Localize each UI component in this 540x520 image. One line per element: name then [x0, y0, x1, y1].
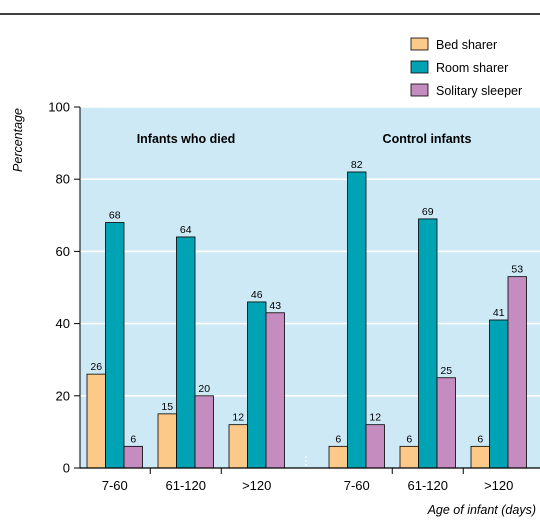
data-label: 6: [477, 433, 483, 445]
bar: [347, 171, 367, 469]
data-label: 6: [335, 433, 341, 445]
data-label: 69: [422, 206, 434, 218]
data-label: 25: [440, 365, 452, 377]
bar: [176, 236, 196, 469]
x-tick-label: >120: [242, 478, 271, 493]
x-tick-label: 7-60: [344, 478, 370, 493]
data-label: 46: [251, 289, 263, 301]
data-label: 64: [180, 224, 192, 236]
bar: [328, 445, 348, 469]
bar: [194, 395, 214, 469]
x-tick-label: >120: [484, 478, 513, 493]
legend-swatch: [410, 37, 429, 51]
y-tick-label: 20: [56, 388, 70, 403]
panel-title: Control infants: [383, 132, 472, 146]
panel-titles: Infants who died Control infants: [137, 132, 472, 146]
legend-label: Solitary sleeper: [436, 84, 522, 98]
legend-label: Room sharer: [436, 61, 508, 75]
bar: [228, 424, 248, 469]
data-label: 68: [109, 210, 121, 222]
axis-ticks: [74, 106, 464, 474]
y-tick-label: 40: [56, 316, 70, 331]
bar: [86, 373, 106, 469]
bar: [105, 222, 125, 469]
data-label: 82: [351, 159, 363, 171]
bar: [123, 445, 143, 469]
y-tick-label: 80: [56, 172, 70, 187]
legend-swatch: [410, 83, 429, 97]
legend-label: Bed sharer: [436, 38, 497, 52]
gridlines: [80, 106, 540, 397]
y-tick-label: 60: [56, 244, 70, 259]
legend-swatch: [410, 60, 429, 74]
bar: [365, 424, 385, 469]
data-label: 53: [511, 264, 523, 276]
y-tick-label: 0: [63, 461, 70, 476]
bars: [86, 171, 527, 469]
bar: [265, 312, 285, 469]
bar: [247, 301, 267, 469]
x-tick-label: 61-120: [408, 478, 448, 493]
data-label: 12: [369, 412, 381, 424]
bar: [507, 276, 527, 469]
x-axis-title: Age of infant (days): [427, 503, 536, 517]
data-label: 15: [161, 401, 173, 413]
bar: [418, 218, 438, 469]
data-label: 20: [198, 383, 210, 395]
x-tick-labels: 7-60 61-120 >120 7-60 61-120 >120: [102, 478, 514, 493]
data-label: 26: [90, 361, 102, 373]
y-tick-label: 100: [48, 100, 70, 115]
data-label: 6: [130, 433, 136, 445]
plot-background: [80, 107, 540, 468]
bar: [399, 445, 419, 469]
bar: [489, 319, 509, 469]
x-tick-label: 61-120: [166, 478, 206, 493]
panel-title: Infants who died: [137, 132, 236, 146]
x-tick-label: 7-60: [102, 478, 128, 493]
value-labels: 26 68 6 15 64 20 12 46 43 6 82 12 6 69 25 6 41 53: [90, 159, 523, 445]
bar: [157, 413, 177, 469]
data-label: 43: [269, 300, 281, 312]
bar: [470, 445, 490, 469]
data-label: 41: [493, 307, 505, 319]
y-tick-labels: 0 20 40 60 80 100: [48, 100, 70, 476]
data-label: 12: [232, 412, 244, 424]
y-axis-title: Percentage: [11, 108, 25, 172]
data-label: 6: [406, 433, 412, 445]
bar: [436, 377, 456, 469]
legend: Bed sharer Room sharer Solitary sleeper: [410, 37, 522, 98]
